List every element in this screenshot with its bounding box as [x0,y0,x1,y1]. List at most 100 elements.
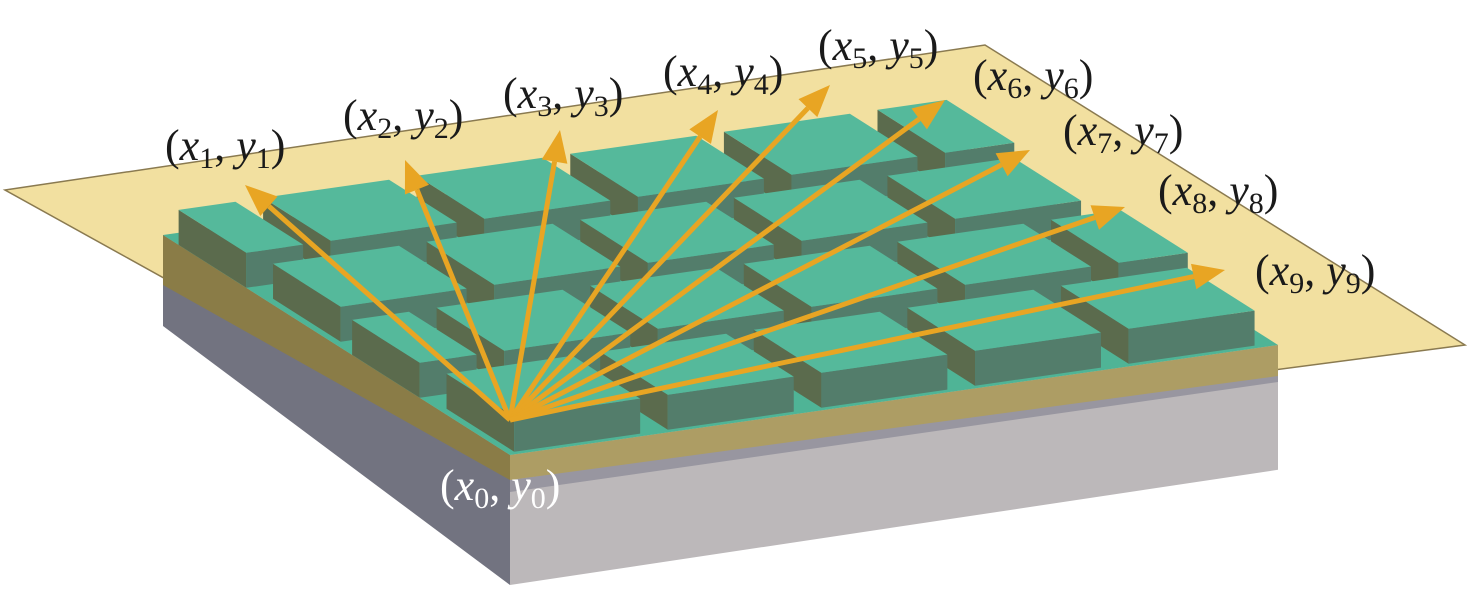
layer-left-face [163,235,510,480]
label-part: 3 [594,90,609,123]
label-part: , [552,69,574,118]
label-part: ) [1361,246,1376,295]
label-part: 6 [1064,72,1079,105]
label-part: ) [924,21,939,70]
block-left-face [570,153,638,232]
label-part: 7 [1097,127,1112,160]
label-part: ) [271,121,286,170]
label-point-3: (x3, y3) [503,69,623,123]
arrow-head-icon [541,130,568,164]
label-part: ) [449,91,464,140]
label-part: 9 [1346,267,1361,300]
block-top-face [178,201,304,253]
block-right-face [821,354,948,408]
block-top-face [570,135,764,197]
arrow-shaft [267,204,512,422]
block-top-face [723,113,918,175]
block-left-face [178,209,247,288]
label-part: 5 [909,42,924,75]
label-part: , [1022,51,1044,100]
coordinate-labels: (x1, y1)(x2, y2) (x3, y3) (x4, y4)(x5, y5)… [165,21,1375,515]
label-part: x [677,47,698,96]
label-part: 0 [474,482,489,515]
arrows [245,85,1225,423]
label-part: y [730,47,754,96]
block-right-face [667,376,794,430]
label-part: ) [1264,166,1279,215]
label-part: ( [1063,106,1078,155]
block-top-face [436,289,631,351]
label-part: 6 [1007,72,1022,105]
arrow-4 [507,110,718,422]
label-part: , [867,21,889,70]
block-left-face [733,197,802,276]
block-right-face [1128,310,1255,364]
block-left-face [1060,285,1129,364]
block-left-face [723,131,792,210]
label-part: y [1040,51,1064,100]
label-part: x [1172,166,1193,215]
block-left-face [416,175,485,254]
arrow-shaft [509,274,1195,423]
label-part: 4 [697,68,712,101]
label-part: ( [503,69,518,118]
arrow-6 [508,100,945,423]
label-part: 8 [1192,187,1207,220]
block-top-face [887,157,1082,219]
label-point-8: (x8, y8) [1158,166,1278,220]
label-part: 5 [852,42,867,75]
label-part: 1 [199,142,214,175]
label-point-7: (x7, y7) [1063,106,1183,160]
block-left-face [753,329,822,408]
label-part: , [1112,106,1134,155]
label-part: ( [1158,166,1173,215]
label-part: y [410,91,434,140]
block-left-face [887,175,956,254]
block-top-face [1060,267,1255,329]
label-part: 1 [256,142,271,175]
arrow-shaft [507,135,703,422]
block-left-face [273,263,341,342]
arrow-shaft [508,116,921,423]
label-part: 8 [1249,187,1264,220]
label-point-9: (x9, y9) [1255,246,1375,300]
label-part: , [1207,166,1229,215]
block-top-face [743,245,938,307]
arrow-1 [245,185,512,422]
label-point-1: (x1, y1) [165,121,285,175]
block-left-face [877,109,946,188]
label-part: x [179,121,200,170]
label-part: , [489,461,511,510]
label-part: y [507,461,531,510]
arrow-head-icon [798,85,830,118]
arrow-7 [508,150,1030,423]
label-part: ( [818,21,833,70]
block-top-face [416,157,611,219]
label-part: 4 [754,68,769,101]
label-part: x [454,461,475,510]
arrow-head-icon [1191,263,1225,290]
block-top-face [877,99,1015,153]
label-part: x [987,51,1008,100]
label-part: 0 [531,482,546,515]
label-part: y [1130,106,1154,155]
block-array [178,99,1255,452]
label-origin: (x0, y0) [440,461,560,515]
block-right-face [514,398,641,452]
block-left-face [590,285,658,364]
label-part: ) [546,461,561,510]
label-part: x [1269,246,1290,295]
label-part: y [232,121,256,170]
label-part: ) [769,47,784,96]
block-top-face [263,179,457,241]
label-part: 2 [377,112,392,145]
block-left-face [352,319,420,398]
block-left-face [907,307,976,386]
arrow-shaft [507,161,558,421]
label-part: x [517,69,538,118]
arrow-head-icon [404,160,430,195]
label-part: ( [343,91,358,140]
label-part: x [357,91,378,140]
